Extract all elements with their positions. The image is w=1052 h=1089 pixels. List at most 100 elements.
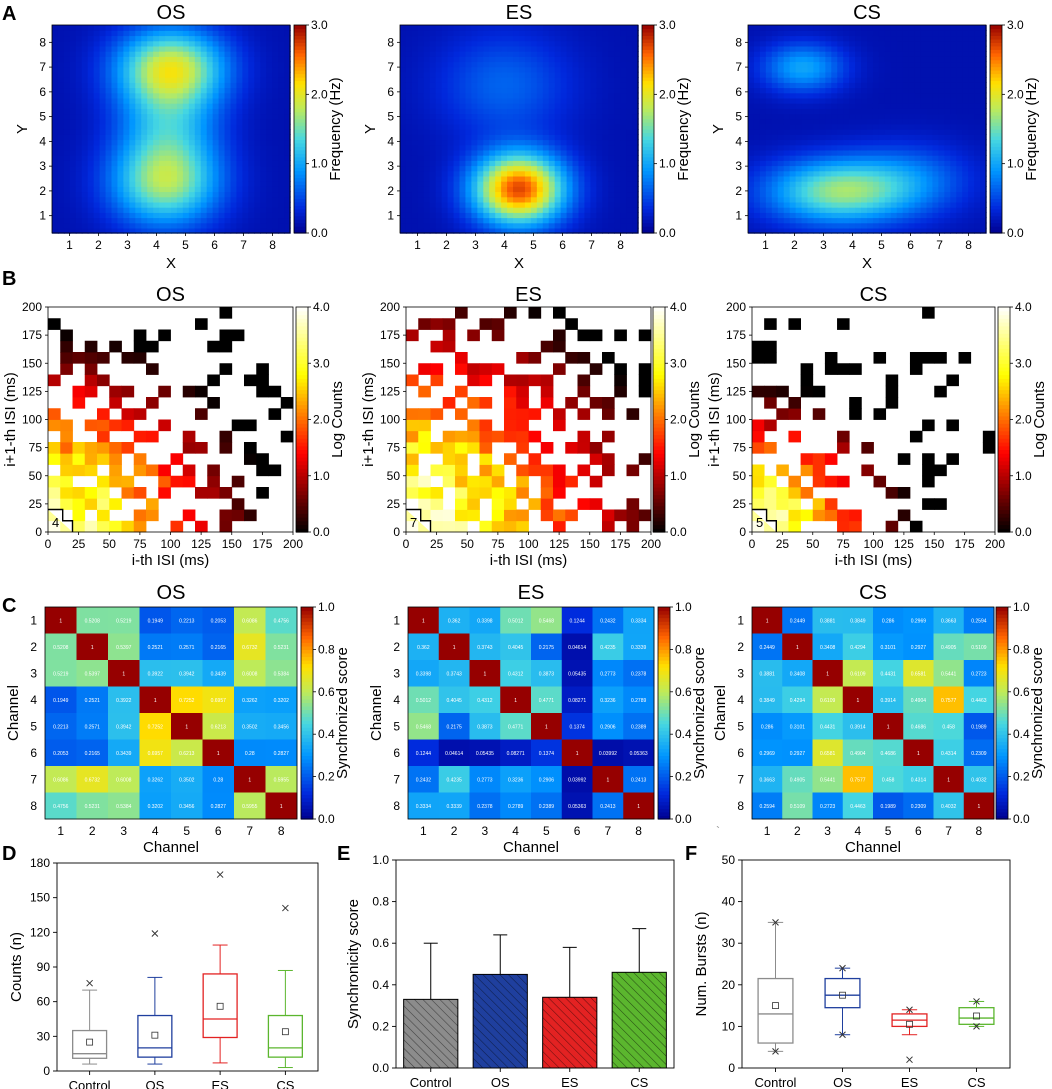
colorbar-step <box>642 177 654 182</box>
map-cell <box>188 123 196 130</box>
map-cell <box>807 129 815 135</box>
map-cell <box>566 217 574 224</box>
map-cell <box>771 123 779 130</box>
map-cell <box>99 108 107 115</box>
map-cell <box>524 144 532 151</box>
map-cell <box>218 25 226 31</box>
map-cell <box>141 181 148 187</box>
map-cell <box>182 155 190 161</box>
map-cell <box>429 108 437 115</box>
map-cell <box>926 71 934 78</box>
map-cell <box>182 71 190 78</box>
map-cell <box>602 191 609 198</box>
map-cell <box>777 25 785 31</box>
map-cell <box>536 103 544 109</box>
map-cell <box>753 160 761 167</box>
map-cell <box>230 35 238 42</box>
map-cell <box>200 207 208 213</box>
map-cell <box>795 144 803 151</box>
map-cell <box>93 155 101 161</box>
map-cell <box>771 97 779 104</box>
map-cell <box>831 61 838 68</box>
map-cell <box>141 35 148 42</box>
map-cell <box>400 45 407 52</box>
map-cell <box>417 77 425 83</box>
map-cell <box>932 139 940 146</box>
map-cell <box>236 40 244 47</box>
map-cell <box>507 181 514 187</box>
map-cell <box>777 222 785 229</box>
map-cell <box>176 160 184 167</box>
map-cell <box>777 92 785 99</box>
map-cell <box>843 87 850 94</box>
map-cell <box>519 175 526 182</box>
map-cell <box>111 97 119 104</box>
map-cell <box>501 217 508 224</box>
map-cell <box>123 227 131 234</box>
map-cell <box>813 113 821 120</box>
map-cell <box>908 97 916 104</box>
map-cell <box>465 118 473 125</box>
map-cell <box>272 149 279 156</box>
map-cell <box>932 56 940 63</box>
map-cell <box>884 160 892 167</box>
map-cell <box>423 66 431 73</box>
map-cell <box>944 25 951 31</box>
map-cell <box>566 160 574 167</box>
map-cell <box>849 165 856 172</box>
map-cell <box>968 71 975 78</box>
map-cell <box>920 45 928 52</box>
map-cell <box>956 40 963 47</box>
map-cell <box>530 217 538 224</box>
map-cell <box>165 45 172 52</box>
map-cell <box>819 175 827 182</box>
map-cell <box>242 118 250 125</box>
map-cell <box>920 139 928 146</box>
map-cell <box>99 113 107 120</box>
map-cell <box>771 51 779 57</box>
map-cell <box>69 108 77 115</box>
map-cell <box>831 35 838 42</box>
map-cell <box>400 129 407 135</box>
map-cell <box>513 123 520 130</box>
map-cell <box>896 66 904 73</box>
map-cell <box>230 165 238 172</box>
map-cell <box>182 61 190 68</box>
map-cell <box>477 196 484 203</box>
map-cell <box>411 222 419 229</box>
map-cell <box>52 149 59 156</box>
map-cell <box>441 71 449 78</box>
map-cell <box>590 56 598 63</box>
map-cell <box>194 196 202 203</box>
map-cell <box>914 113 922 120</box>
map-cell <box>423 118 431 125</box>
map-cell <box>63 222 71 229</box>
map-cell <box>542 201 550 208</box>
map-cell <box>914 82 922 89</box>
map-cell <box>777 82 785 89</box>
map-cell <box>908 186 916 193</box>
map-cell <box>861 222 868 229</box>
map-cell <box>902 155 910 161</box>
map-cell <box>884 175 892 182</box>
map-cell <box>626 82 633 89</box>
map-cell <box>123 87 131 94</box>
map-cell <box>87 196 95 203</box>
map-cell <box>884 227 892 234</box>
colorbar-step <box>294 142 306 147</box>
map-cell <box>117 82 125 89</box>
map-cell <box>206 191 214 198</box>
map-frame <box>399 24 639 234</box>
map-cell <box>608 196 615 203</box>
map-cell <box>759 56 767 63</box>
map-cell <box>872 61 880 68</box>
map-cell <box>956 87 963 94</box>
map-cell <box>182 25 190 31</box>
map-cell <box>507 87 514 94</box>
map-cell <box>417 222 425 229</box>
map-cell <box>111 66 119 73</box>
map-cell <box>471 25 479 31</box>
map-cell <box>908 56 916 63</box>
map-cell <box>519 129 526 135</box>
map-cell <box>536 212 544 219</box>
